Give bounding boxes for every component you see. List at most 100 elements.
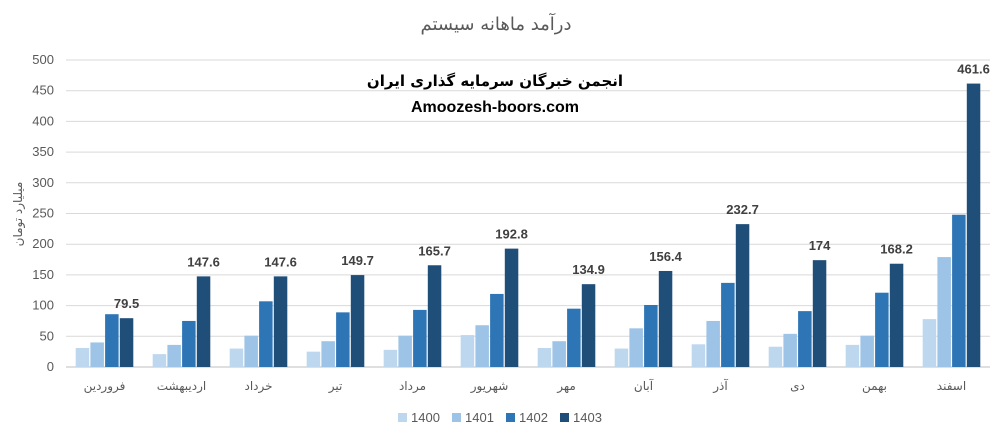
bar-1401 — [783, 333, 797, 367]
data-label: 134.9 — [572, 262, 605, 277]
bar-1402 — [875, 292, 889, 367]
bar-1402 — [952, 214, 966, 367]
legend-swatch-1402 — [506, 413, 515, 422]
bar-1400 — [152, 354, 167, 367]
category-labels: فروردین اردیبهشت خرداد تیر مرداد شهریور مهر آبا… — [84, 378, 967, 394]
category-label: اسفند — [937, 379, 966, 393]
bar-1401 — [552, 341, 566, 367]
bar-1402 — [798, 311, 812, 367]
category-label: اردیبهشت — [157, 379, 206, 394]
bar-1403 — [119, 318, 134, 367]
y-axis-label: میلیارد تومان — [11, 182, 26, 247]
y-tick-label: 150 — [32, 267, 54, 282]
legend-label-1402: 1402 — [519, 410, 548, 425]
bar-1403 — [581, 284, 596, 367]
bar-1400 — [768, 346, 783, 367]
chart-title: درآمد ماهانه سیستم — [421, 12, 572, 35]
category-label: مرداد — [399, 379, 426, 394]
y-tick-label: 450 — [32, 83, 54, 98]
category-label: آذر — [712, 378, 728, 394]
legend-label-1401: 1401 — [465, 410, 494, 425]
bar-1400 — [845, 344, 860, 367]
bar-1401 — [706, 320, 720, 367]
legend-swatch-1403 — [560, 413, 569, 422]
bar-1403 — [196, 276, 211, 367]
bar-1400 — [460, 335, 475, 367]
y-tick-label: 300 — [32, 175, 54, 190]
y-tick-label: 50 — [40, 328, 54, 343]
bar-1402 — [336, 312, 350, 367]
bar-1400 — [614, 348, 629, 367]
bar-1403 — [427, 265, 442, 367]
data-label: 168.2 — [880, 242, 913, 257]
category-label: مهر — [556, 379, 576, 394]
legend: 1400 1401 1402 1403 — [398, 410, 602, 425]
bar-1402 — [105, 314, 119, 367]
legend-label-1403: 1403 — [573, 410, 602, 425]
bar-1400 — [229, 348, 244, 367]
legend-swatch-1401 — [452, 413, 461, 422]
bar-1401 — [475, 325, 489, 367]
bar-1403 — [658, 270, 673, 367]
category-label: شهریور — [470, 379, 509, 394]
category-label: آبان — [634, 378, 654, 393]
y-tick-label: 200 — [32, 236, 54, 251]
bar-1402 — [721, 282, 735, 367]
bar-1400 — [537, 347, 552, 367]
bar-1400 — [922, 319, 937, 367]
data-label: 165.7 — [418, 243, 451, 258]
y-tick-label: 500 — [32, 52, 54, 67]
bar-1401 — [398, 335, 412, 367]
bar-1400 — [306, 351, 321, 367]
data-label: 174 — [809, 238, 831, 253]
bar-1401 — [321, 341, 335, 367]
watermark-url: Amoozesh-boors.com — [411, 99, 579, 116]
bar-1400 — [383, 349, 398, 367]
watermark-title: انجمن خبرگان سرمایه گذاری ایران — [367, 72, 623, 90]
bar-1402 — [182, 320, 196, 367]
bar-1403 — [350, 275, 365, 367]
category-label: بهمن — [862, 379, 887, 394]
y-tick-label: 0 — [47, 359, 54, 374]
y-tick-label: 250 — [32, 206, 54, 221]
y-tick-label: 350 — [32, 144, 54, 159]
bar-1401 — [90, 342, 104, 367]
bar-1401 — [167, 344, 181, 367]
category-label: تیر — [328, 379, 343, 394]
gridlines — [66, 59, 990, 368]
y-tick-label: 100 — [32, 298, 54, 313]
bar-1403 — [504, 248, 519, 367]
bar-1400 — [75, 347, 90, 367]
bar-1402 — [567, 308, 581, 367]
y-axis-ticks: 0 50 100 150 200 250 300 350 400 450 500 — [32, 52, 54, 374]
category-label: دی — [790, 379, 805, 393]
bar-1401 — [629, 328, 643, 367]
data-label: 192.8 — [495, 227, 528, 242]
bars — [75, 83, 981, 367]
data-label: 147.6 — [187, 254, 220, 269]
bar-1403 — [889, 263, 904, 367]
bar-1403 — [966, 83, 981, 367]
legend-label-1400: 1400 — [411, 410, 440, 425]
data-label: 156.4 — [649, 249, 682, 264]
data-labels: 79.5 147.6 147.6 149.7 165.7 192.8 134.9 156.4 2… — [114, 62, 990, 312]
bar-1403 — [812, 260, 827, 367]
category-label: فروردین — [84, 379, 126, 394]
category-label: خرداد — [244, 379, 272, 394]
bar-1402 — [413, 309, 427, 367]
data-label: 149.7 — [341, 253, 374, 268]
bar-1400 — [691, 344, 706, 367]
y-tick-label: 400 — [32, 113, 54, 128]
data-label: 232.7 — [726, 202, 759, 217]
legend-swatch-1400 — [398, 413, 407, 422]
bar-1402 — [490, 293, 504, 367]
bar-1401 — [937, 257, 951, 367]
data-label: 147.6 — [264, 254, 297, 269]
bar-1403 — [273, 276, 288, 367]
bar-1403 — [735, 224, 750, 367]
data-label: 79.5 — [114, 296, 139, 311]
bar-1401 — [860, 335, 874, 367]
bar-1402 — [259, 301, 273, 367]
bar-1401 — [244, 335, 258, 367]
